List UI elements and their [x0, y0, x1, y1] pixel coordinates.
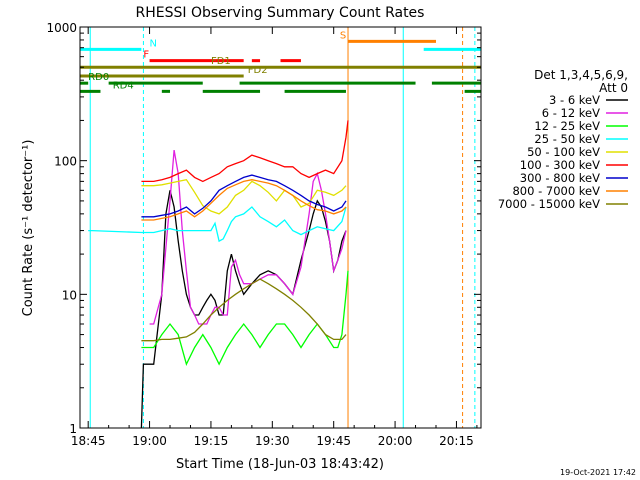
series-line-7: [141, 179, 347, 221]
footer-timestamp: 19-Oct-2021 17:42: [560, 468, 636, 477]
legend-label-7: 800 - 7000 keV: [512, 184, 600, 198]
legend-label-3: 25 - 50 keV: [534, 132, 600, 146]
series-line-8: [141, 278, 347, 342]
x-tick-label-1: 19:00: [132, 434, 167, 448]
x-tick-label-6: 20:15: [439, 434, 474, 448]
legend-label-6: 300 - 800 keV: [520, 171, 600, 185]
state-bar-label-RD4: RD4: [113, 80, 134, 91]
legend-label-1: 6 - 12 keV: [542, 106, 600, 120]
y-tick-label-3: 1000: [46, 21, 77, 35]
series-line-4: [141, 178, 347, 215]
state-bar-label-FD1: FD1: [211, 56, 231, 67]
state-bar-label-FD2: FD2: [248, 65, 268, 76]
series-line-6: [141, 174, 347, 218]
x-tick-label-5: 20:00: [378, 434, 413, 448]
series-line-1: [149, 149, 347, 325]
axes: 18:45 19:00 19:15 19:30 19:45 20:00 20:15 1 10 10…: [46, 21, 481, 448]
state-bar-label-F: F: [143, 50, 149, 61]
y-tick-label-2: 100: [54, 155, 77, 169]
y-tick-label-1: 10: [62, 288, 77, 302]
x-tick-label-0: 18:45: [71, 434, 106, 448]
series-line-3: [88, 206, 347, 243]
x-axis-label: Start Time (18-Jun-03 18:43:42): [176, 457, 384, 472]
x-tick-label-3: 19:30: [255, 434, 290, 448]
plot-area: NF S FD1 FD2 RD0 RD4: [80, 27, 481, 429]
legend-label-8: 7000 - 15000 keV: [498, 197, 600, 211]
state-bar-label-RD0: RD0: [88, 72, 109, 83]
state-bar-label-S: S: [340, 30, 346, 41]
chart-title: RHESSI Observing Summary Count Rates: [136, 5, 425, 21]
legend-label-5: 100 - 300 keV: [520, 158, 600, 172]
legend-label-0: 3 - 6 keV: [549, 93, 600, 107]
series-line-5: [141, 120, 349, 183]
x-tick-label-2: 19:15: [194, 434, 229, 448]
legend-label-4: 50 - 100 keV: [527, 145, 600, 159]
legend-header-line-2: Att 0: [599, 81, 628, 95]
y-axis-label: Count Rate (s⁻¹ detector⁻¹): [21, 140, 36, 317]
legend-label-2: 12 - 25 keV: [534, 119, 600, 133]
plot-frame: [79, 26, 482, 429]
legend-header-line-1: Det 1,3,4,5,6,9,: [534, 68, 628, 82]
y-tick-label-0: 1: [69, 422, 77, 436]
x-tick-label-4: 19:45: [316, 434, 351, 448]
state-bar-label-N: N: [150, 38, 157, 49]
series-line-2: [141, 270, 349, 367]
